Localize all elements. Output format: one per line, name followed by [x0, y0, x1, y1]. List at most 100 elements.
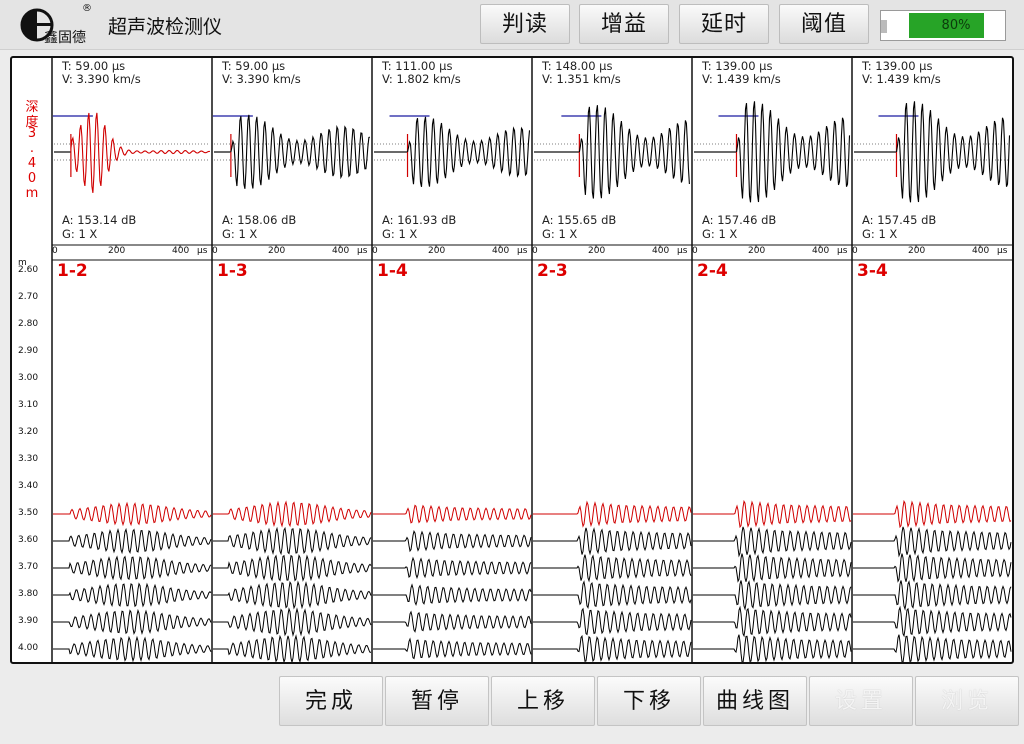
company-logo-icon — [20, 8, 54, 42]
depth-trace — [533, 527, 692, 556]
depth-trace — [213, 580, 372, 610]
channel-gain: G: 1 X — [222, 227, 258, 241]
x-tick-label: 400 — [172, 246, 190, 256]
channel-velocity: V: 3.390 km/s — [62, 72, 141, 86]
channel-time: T: 59.00 μs — [62, 59, 126, 73]
channel-gain: G: 1 X — [542, 227, 578, 241]
depth-trace — [533, 607, 692, 636]
depth-label-char: 3 — [27, 126, 37, 141]
move-down-button[interactable]: 下移 — [597, 676, 701, 726]
x-tick-label: 400 — [812, 246, 830, 256]
depth-tick-label: 3.00 — [18, 373, 39, 383]
depth-axis-unit: m — [18, 258, 27, 268]
depth-trace — [373, 529, 532, 553]
logo-text: 鑫固德 — [44, 30, 86, 46]
pair-label: 2-3 — [537, 261, 568, 281]
depth-tick-label: 3.50 — [18, 508, 39, 518]
x-tick-label: 200 — [428, 246, 446, 256]
browse-button[interactable]: 浏览 — [915, 676, 1019, 726]
x-tick-label: 400 — [972, 246, 990, 256]
depth-label-char: m — [25, 186, 39, 201]
x-tick-label: 200 — [908, 246, 926, 256]
waveform-grid[interactable] — [12, 58, 1012, 662]
x-axis-unit: μs — [837, 246, 848, 256]
move-up-button[interactable]: 上移 — [491, 676, 595, 726]
x-tick-label: 400 — [492, 246, 510, 256]
x-tick-label: 200 — [588, 246, 606, 256]
depth-trace — [213, 554, 372, 582]
depth-tick-label: 3.80 — [18, 589, 39, 599]
depth-trace — [373, 637, 532, 660]
battery-indicator: 80% — [880, 10, 1006, 41]
current-depth-trace — [693, 499, 852, 529]
channel-gain: G: 1 X — [382, 227, 418, 241]
depth-tick-label: 3.90 — [18, 616, 39, 626]
settings-button[interactable]: 设置 — [809, 676, 913, 726]
depth-trace — [853, 580, 1012, 611]
depth-trace — [853, 634, 1012, 662]
x-tick-label: 400 — [652, 246, 670, 256]
app-title: 超声波检测仪 — [108, 16, 223, 38]
current-depth-trace — [53, 501, 212, 527]
x-tick-label: 0 — [852, 246, 858, 256]
channel-time: T: 139.00 μs — [702, 59, 773, 73]
app-header: 鑫固德 ® 超声波检测仪 判读 增益 延时 阈值 80% — [0, 0, 1024, 50]
x-axis-unit: μs — [517, 246, 528, 256]
depth-trace — [53, 582, 212, 608]
depth-trace — [53, 608, 212, 636]
gain-button[interactable]: 增益 — [579, 4, 669, 44]
pair-label: 1-4 — [377, 261, 408, 281]
channel-waveform — [895, 101, 1011, 203]
depth-label-char: 深 — [25, 100, 39, 115]
depth-trace — [853, 526, 1012, 558]
channel-waveform — [230, 114, 371, 189]
depth-trace — [213, 634, 371, 662]
channel-waveform — [735, 101, 851, 203]
pair-label: 3-4 — [857, 261, 888, 281]
channel-amplitude: A: 155.65 dB — [542, 213, 617, 227]
depth-trace — [213, 607, 372, 637]
depth-trace — [533, 634, 692, 662]
depth-trace — [853, 605, 1012, 638]
curve-chart-button[interactable]: 曲线图 — [703, 676, 807, 726]
x-tick-label: 400 — [332, 246, 350, 256]
battery-percent: 80% — [941, 18, 971, 33]
channel-amplitude: A: 157.46 dB — [702, 213, 777, 227]
depth-tick-label: 2.90 — [18, 346, 39, 356]
depth-tick-label: 3.20 — [18, 427, 39, 437]
depth-trace — [53, 555, 212, 581]
x-tick-label: 0 — [212, 246, 218, 256]
pause-button[interactable]: 暂停 — [385, 676, 489, 726]
depth-tick-label: 3.30 — [18, 454, 39, 464]
x-axis-unit: μs — [677, 246, 688, 256]
channel-gain: G: 1 X — [862, 227, 898, 241]
depth-trace — [373, 556, 532, 580]
interpret-button[interactable]: 判读 — [480, 4, 570, 44]
depth-trace — [53, 527, 212, 555]
channel-velocity: V: 1.351 km/s — [542, 72, 621, 86]
current-depth-trace — [213, 500, 372, 528]
battery-tip — [881, 20, 887, 33]
depth-trace — [693, 526, 852, 558]
x-tick-label: 0 — [532, 246, 538, 256]
x-tick-label: 200 — [108, 246, 126, 256]
channel-gain: G: 1 X — [62, 227, 98, 241]
channel-amplitude: A: 157.45 dB — [862, 213, 937, 227]
pair-label: 2-4 — [697, 261, 728, 281]
threshold-button[interactable]: 阈值 — [779, 4, 869, 44]
x-tick-label: 0 — [692, 246, 698, 256]
depth-label-char: 0 — [27, 171, 37, 186]
finish-button[interactable]: 完成 — [279, 676, 383, 726]
channel-time: T: 139.00 μs — [862, 59, 933, 73]
current-depth-trace — [853, 499, 1012, 529]
depth-tick-label: 3.70 — [18, 562, 39, 572]
depth-label-char: 度 — [25, 115, 39, 130]
delay-button[interactable]: 延时 — [679, 4, 769, 44]
channel-time: T: 148.00 μs — [542, 59, 613, 73]
x-tick-label: 0 — [52, 246, 58, 256]
channel-time: T: 111.00 μs — [382, 59, 453, 73]
x-axis-unit: μs — [357, 246, 368, 256]
depth-trace — [533, 554, 692, 583]
channel-waveform — [406, 116, 531, 188]
depth-tick-label: 2.60 — [18, 265, 39, 275]
